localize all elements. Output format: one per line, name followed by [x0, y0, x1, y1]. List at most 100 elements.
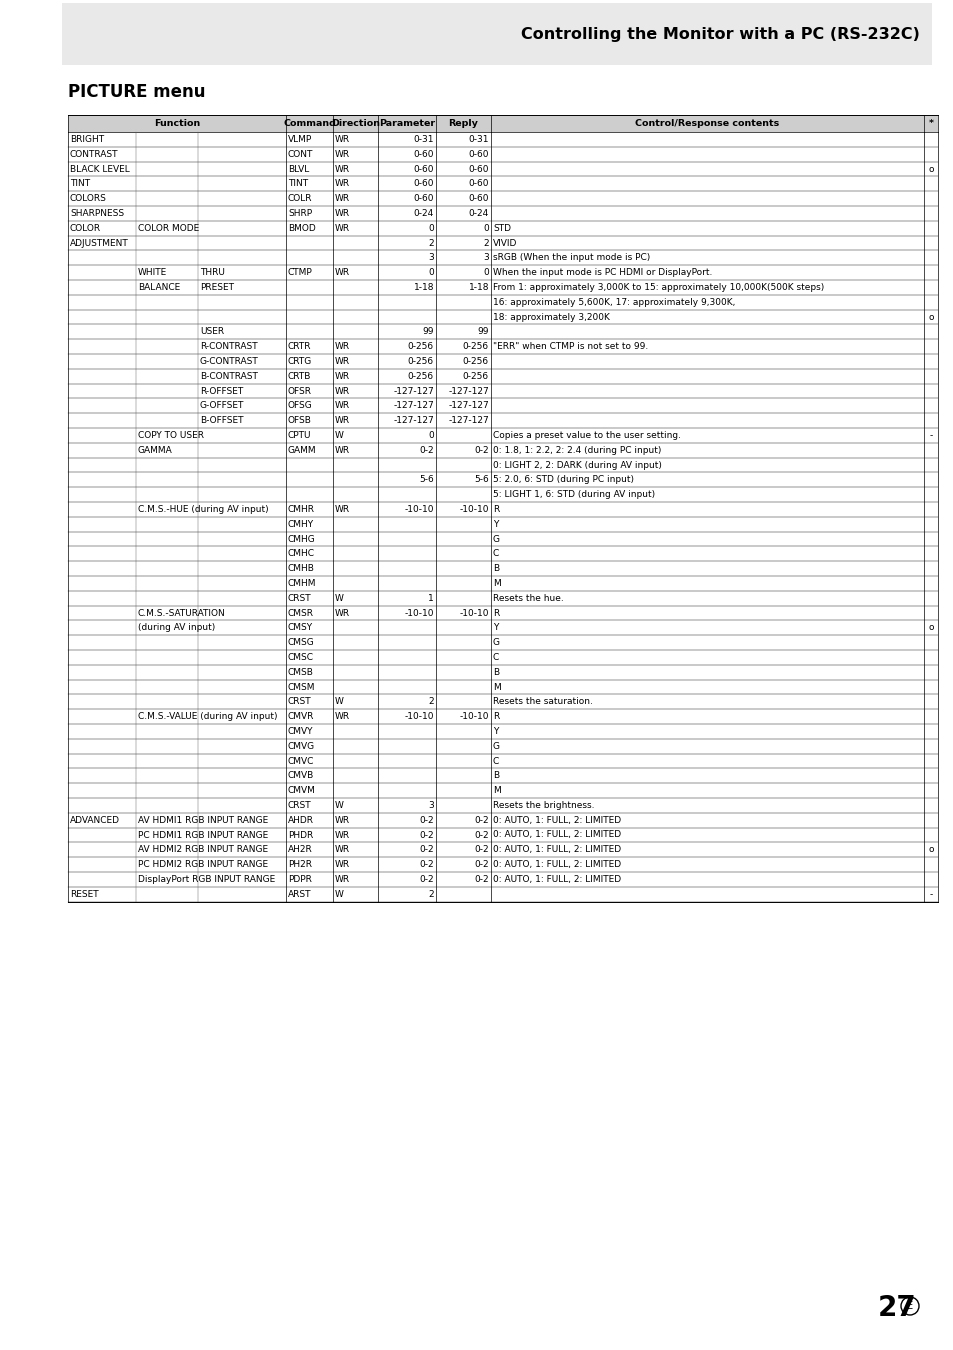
Text: W: W [335, 890, 343, 899]
Text: 0: 1.8, 1: 2.2, 2: 2.4 (during PC input): 0: 1.8, 1: 2.2, 2: 2.4 (during PC input) [493, 446, 660, 455]
Text: G: G [493, 741, 499, 751]
Text: RESET: RESET [70, 890, 98, 899]
Text: CPTU: CPTU [288, 431, 312, 440]
Bar [68, 132, 937, 147]
Bar [68, 487, 937, 502]
Bar [68, 339, 937, 354]
Text: PH2R: PH2R [288, 860, 312, 869]
Bar [68, 309, 937, 324]
Text: 2: 2 [483, 239, 489, 247]
Text: CMHG: CMHG [288, 535, 315, 544]
Text: B-OFFSET: B-OFFSET [200, 416, 243, 425]
Bar [68, 576, 937, 591]
Bar [68, 753, 937, 768]
Text: o: o [927, 845, 933, 855]
Text: 0-256: 0-256 [408, 356, 434, 366]
Text: WR: WR [335, 416, 350, 425]
Text: C: C [493, 653, 498, 662]
Text: -127-127: -127-127 [393, 386, 434, 396]
Bar [68, 813, 937, 828]
Bar [62, 3, 931, 65]
Bar [68, 383, 937, 398]
Bar [68, 517, 937, 532]
Bar [68, 842, 937, 857]
Text: WR: WR [335, 356, 350, 366]
Text: 0: AUTO, 1: FULL, 2: LIMITED: 0: AUTO, 1: FULL, 2: LIMITED [493, 845, 620, 855]
Text: -127-127: -127-127 [448, 416, 489, 425]
Text: Function: Function [153, 119, 200, 128]
Text: WHITE: WHITE [138, 269, 167, 277]
Text: 5-6: 5-6 [418, 475, 434, 485]
Text: 0-2: 0-2 [419, 875, 434, 884]
Text: C: C [493, 549, 498, 559]
Text: PICTURE menu: PICTURE menu [68, 82, 205, 101]
Bar [68, 115, 937, 132]
Text: CRTB: CRTB [288, 371, 311, 381]
Text: 3: 3 [428, 801, 434, 810]
Text: Resets the hue.: Resets the hue. [493, 594, 563, 602]
Bar [68, 236, 937, 250]
Text: o: o [927, 312, 933, 321]
Text: 0: AUTO, 1: FULL, 2: LIMITED: 0: AUTO, 1: FULL, 2: LIMITED [493, 875, 620, 884]
Text: WR: WR [335, 224, 350, 232]
Bar [68, 324, 937, 339]
Bar [68, 162, 937, 177]
Bar [68, 857, 937, 872]
Text: WR: WR [335, 505, 350, 514]
Bar [68, 192, 937, 207]
Text: M: M [493, 683, 500, 691]
Text: CMHY: CMHY [288, 520, 314, 529]
Bar [68, 354, 937, 369]
Text: BLVL: BLVL [288, 165, 309, 174]
Text: -10-10: -10-10 [459, 609, 489, 617]
Bar [68, 279, 937, 294]
Text: WR: WR [335, 165, 350, 174]
Text: 0-2: 0-2 [419, 446, 434, 455]
Text: COLR: COLR [288, 194, 313, 202]
Text: Parameter: Parameter [378, 119, 435, 128]
Text: E: E [906, 1301, 912, 1311]
Text: 99: 99 [477, 327, 489, 336]
Text: 0: 0 [483, 269, 489, 277]
Text: 0-2: 0-2 [474, 446, 489, 455]
Bar [68, 221, 937, 236]
Bar [68, 443, 937, 458]
Text: 0-60: 0-60 [468, 194, 489, 202]
Text: ARST: ARST [288, 890, 312, 899]
Text: WR: WR [335, 446, 350, 455]
Text: CMVM: CMVM [288, 786, 315, 795]
Text: 3: 3 [483, 254, 489, 262]
Text: WR: WR [335, 180, 350, 188]
Text: OFSB: OFSB [288, 416, 312, 425]
Text: USER: USER [200, 327, 224, 336]
Text: B: B [493, 668, 498, 676]
Text: G-OFFSET: G-OFFSET [200, 401, 244, 410]
Text: WR: WR [335, 150, 350, 159]
Text: WR: WR [335, 209, 350, 217]
Text: OFSR: OFSR [288, 386, 312, 396]
Text: AV HDMI2 RGB INPUT RANGE: AV HDMI2 RGB INPUT RANGE [138, 845, 268, 855]
Text: WR: WR [335, 371, 350, 381]
Text: THRU: THRU [200, 269, 225, 277]
Text: B: B [493, 564, 498, 574]
Text: 1: 1 [428, 594, 434, 602]
Bar [68, 679, 937, 694]
Text: W: W [335, 594, 343, 602]
Text: -127-127: -127-127 [393, 401, 434, 410]
Text: 0-24: 0-24 [468, 209, 489, 217]
Text: AH2R: AH2R [288, 845, 313, 855]
Bar [68, 369, 937, 383]
Text: BALANCE: BALANCE [138, 284, 180, 292]
Text: WR: WR [335, 269, 350, 277]
Text: -127-127: -127-127 [448, 386, 489, 396]
Bar [68, 532, 937, 547]
Text: "ERR" when CTMP is not set to 99.: "ERR" when CTMP is not set to 99. [493, 342, 648, 351]
Text: CMVC: CMVC [288, 756, 314, 765]
Text: SHARPNESS: SHARPNESS [70, 209, 124, 217]
Text: -127-127: -127-127 [448, 401, 489, 410]
Bar [68, 798, 937, 813]
Text: COLOR: COLOR [70, 224, 101, 232]
Bar [68, 768, 937, 783]
Text: G: G [493, 535, 499, 544]
Text: 0-60: 0-60 [413, 165, 434, 174]
